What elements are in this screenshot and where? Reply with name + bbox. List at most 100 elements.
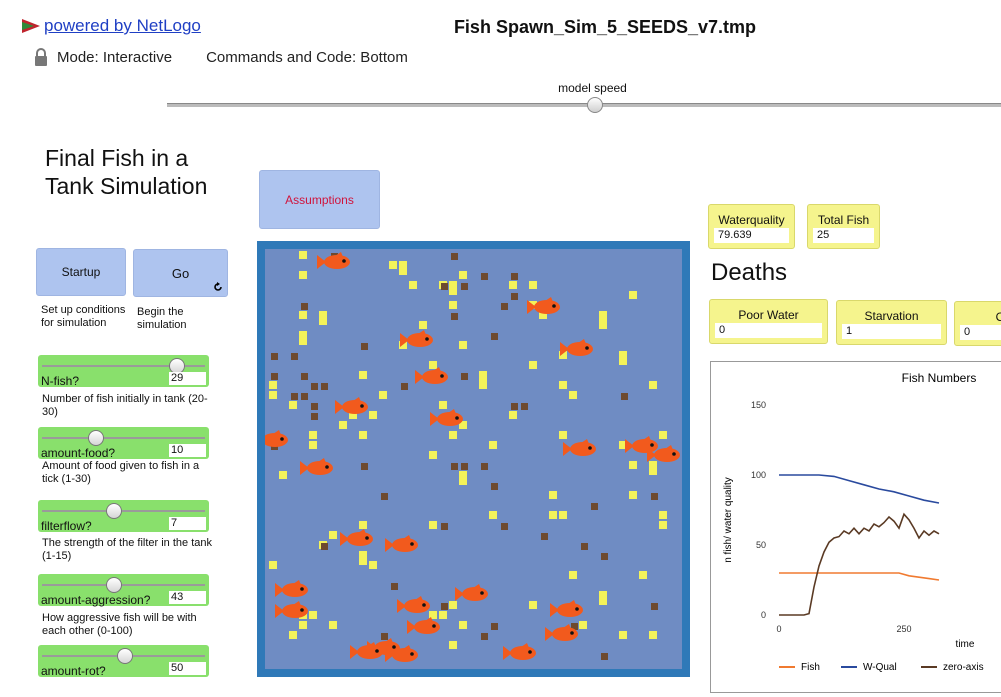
food-patch — [549, 491, 557, 499]
food-patch — [629, 491, 637, 499]
food-patch — [299, 271, 307, 279]
total-fish-label: Total Fish — [817, 213, 870, 227]
slider-value[interactable]: 43 — [169, 591, 206, 604]
netlogo-link[interactable]: powered by NetLogo — [22, 16, 201, 36]
slider-knob[interactable] — [106, 503, 123, 519]
legend-label: zero-axis — [943, 662, 984, 673]
total-fish-monitor: Total Fish 25 — [807, 204, 880, 249]
commands-code-dropdown[interactable]: Commands and Code: Bottom — [206, 48, 408, 66]
waste-patch — [271, 353, 278, 360]
food-patch — [649, 631, 657, 639]
fish-agent — [430, 409, 463, 426]
slider-amount-food[interactable]: amount-food? 10 — [38, 427, 209, 460]
slider-knob[interactable] — [116, 648, 133, 664]
model-speed-slider[interactable] — [167, 103, 1001, 107]
waste-patch — [301, 393, 308, 400]
food-patch — [329, 621, 337, 629]
slider-knob[interactable] — [106, 577, 123, 593]
slider-amount-rot[interactable]: amount-rot? 50 — [38, 645, 209, 678]
food-patch — [659, 511, 667, 519]
slider-value[interactable]: 50 — [169, 662, 206, 675]
food-patch — [309, 441, 317, 449]
food-patch — [489, 441, 497, 449]
startup-button[interactable]: Startup — [36, 248, 126, 296]
world-view[interactable] — [257, 241, 690, 677]
go-button[interactable]: Go — [133, 249, 228, 297]
food-patch — [449, 301, 457, 309]
model-speed-knob[interactable] — [587, 97, 603, 113]
waste-patch — [501, 523, 508, 530]
food-patch — [559, 431, 567, 439]
slider-value[interactable]: 10 — [169, 444, 206, 457]
food-patch — [439, 611, 447, 619]
food-patch — [559, 511, 567, 519]
waste-patch — [511, 273, 518, 280]
fish-agent — [545, 624, 578, 641]
food-patch — [619, 631, 627, 639]
assumptions-button[interactable]: Assumptions — [259, 170, 380, 229]
slider-n-fish[interactable]: N-fish? 29 — [38, 355, 209, 388]
slider-track[interactable] — [42, 584, 205, 586]
y-tick-label: 150 — [751, 400, 766, 410]
fish-agent — [350, 642, 383, 659]
waterquality-value: 79.639 — [714, 228, 789, 243]
slider-amount-aggression[interactable]: amount-aggression? 43 — [38, 574, 209, 607]
slider-track[interactable] — [42, 365, 205, 367]
food-patch — [399, 341, 407, 349]
food-patch — [449, 601, 457, 609]
waste-patch — [311, 383, 318, 390]
fish-agent — [625, 436, 658, 453]
food-patch — [359, 551, 367, 559]
lock-icon[interactable] — [33, 48, 49, 66]
waste-patch — [321, 383, 328, 390]
fish-agent — [455, 584, 488, 601]
mode-dropdown[interactable]: Mode: Interactive — [57, 48, 173, 66]
food-patch — [479, 371, 487, 385]
food-patch — [289, 631, 297, 639]
waste-patch — [541, 533, 548, 540]
food-patch — [269, 391, 277, 399]
slider-filterflow[interactable]: filterflow? 7 — [38, 500, 209, 533]
model-speed-label: model speed — [558, 81, 627, 95]
food-patch — [389, 261, 397, 269]
food-patch — [299, 311, 307, 319]
slider-track[interactable] — [42, 437, 205, 439]
go-button-label: Go — [171, 265, 190, 281]
poor-water-label: Poor Water — [738, 308, 799, 322]
waste-patch — [501, 303, 508, 310]
slider-value[interactable]: 7 — [169, 517, 206, 530]
food-patch — [429, 521, 437, 529]
slider-note: The strength of the filter in the tank (… — [42, 537, 212, 562]
food-patch — [319, 311, 327, 325]
tank-water — [265, 249, 682, 669]
fish-agent — [400, 330, 433, 347]
waste-patch — [581, 543, 588, 550]
slider-note: How aggressive fish will be with each ot… — [42, 612, 197, 637]
food-patch — [429, 451, 437, 459]
fish-agent — [275, 580, 308, 597]
old-label: Old — [995, 310, 1001, 324]
food-patch — [659, 431, 667, 439]
waste-patch — [651, 493, 658, 500]
waterquality-label: Waterquality — [718, 213, 785, 227]
food-patch — [649, 381, 657, 389]
food-patch — [279, 471, 287, 479]
waste-patch — [601, 653, 608, 660]
poor-water-value: 0 — [715, 323, 822, 338]
slider-value[interactable]: 29 — [169, 372, 206, 385]
y-tick-label: 0 — [761, 610, 766, 620]
fish-agent — [563, 439, 596, 456]
slider-knob[interactable] — [88, 430, 105, 446]
food-patch — [439, 401, 447, 409]
waste-patch — [511, 403, 518, 410]
x-tick-label: 250 — [896, 624, 911, 634]
poor-water-monitor: Poor Water 0 — [709, 299, 828, 344]
food-patch — [569, 391, 577, 399]
waste-patch — [591, 503, 598, 510]
waste-patch — [381, 633, 388, 640]
food-patch — [299, 251, 307, 259]
slider-track[interactable] — [42, 510, 205, 512]
waste-patch — [481, 273, 488, 280]
fish-agent — [415, 367, 448, 384]
food-patch — [459, 271, 467, 279]
